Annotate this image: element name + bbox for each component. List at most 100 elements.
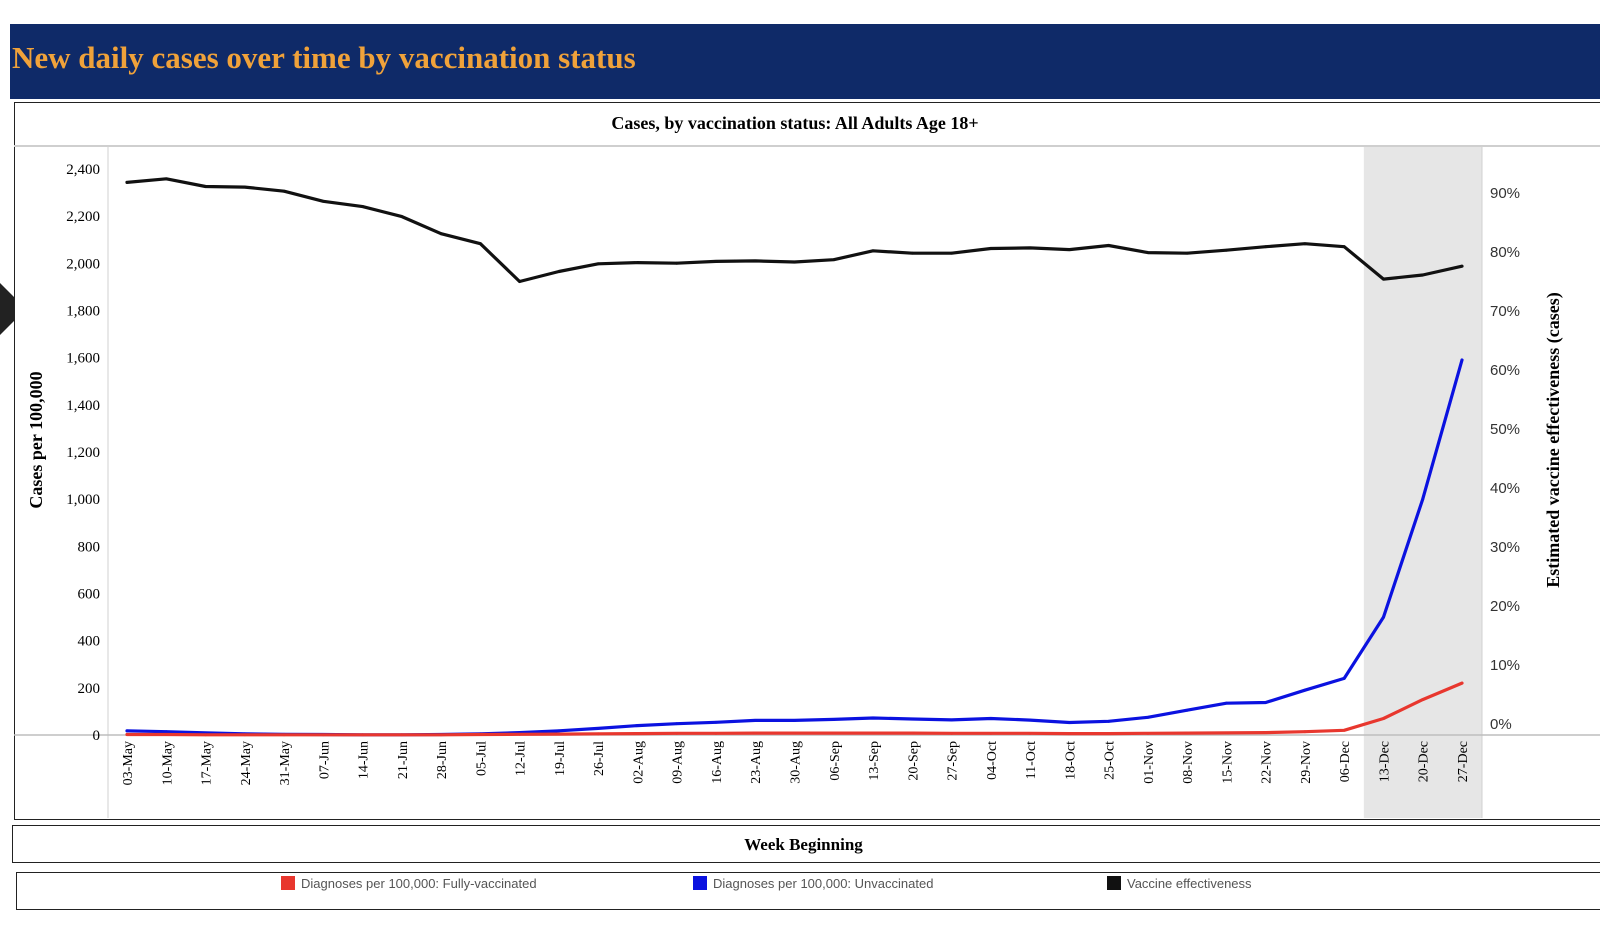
data-point: [1421, 497, 1425, 501]
y-axis-title: Cases per 100,000: [26, 371, 46, 508]
data-point: [1225, 731, 1228, 735]
data-point: [1303, 688, 1307, 692]
data-point: [1382, 717, 1385, 720]
data-point: [950, 251, 953, 255]
legend-item-unvaccinated[interactable]: Diagnoses per 100,000: Unvaccinated: [693, 876, 933, 891]
x-tick-label: 30-Aug: [789, 741, 804, 784]
data-point: [557, 729, 561, 733]
data-point: [1185, 731, 1189, 735]
x-tick-label: 20-Dec: [1417, 741, 1432, 782]
x-tick-label: 18-Oct: [1063, 741, 1078, 780]
x-tick-label: 06-Sep: [828, 741, 843, 781]
y2-tick-label: 60%: [1490, 362, 1520, 379]
data-point: [596, 262, 600, 266]
header-banner: New daily cases over time by vaccination…: [10, 24, 1600, 99]
y-tick-label: 200: [78, 681, 101, 697]
legend-swatch-black: [1107, 876, 1121, 890]
data-point: [871, 731, 875, 735]
data-point: [321, 199, 325, 203]
data-point: [125, 180, 129, 184]
x-tick-label: 08-Nov: [1181, 741, 1196, 784]
x-tick-label: 17-May: [200, 741, 215, 785]
x-tick-label: 21-Jun: [396, 741, 411, 779]
data-point: [1028, 718, 1032, 722]
data-point: [793, 718, 796, 722]
data-point: [1028, 731, 1032, 735]
x-tick-label: 07-Jun: [317, 741, 332, 779]
x-tick-label: 27-Sep: [946, 741, 961, 781]
data-point: [164, 177, 168, 181]
data-point: [1264, 701, 1268, 704]
x-tick-label: 20-Sep: [906, 741, 921, 781]
y2-tick-label: 20%: [1490, 598, 1520, 615]
series-line-vaccine-effectiveness: [125, 177, 1464, 284]
x-tick-label: 09-Aug: [671, 741, 686, 784]
data-point: [989, 717, 993, 720]
series-line-unvaccinated: [125, 358, 1464, 737]
data-point: [989, 247, 993, 250]
data-point: [282, 189, 286, 193]
data-point: [518, 280, 522, 283]
x-axis-title: Week Beginning: [744, 835, 863, 854]
data-point: [439, 232, 443, 236]
legend-item-fully-vaccinated[interactable]: Diagnoses per 100,000: Fully-vaccinated: [281, 876, 537, 891]
data-point: [1067, 248, 1071, 252]
highlight-band: [1363, 146, 1482, 818]
data-point: [636, 732, 639, 735]
y-tick-label: 400: [78, 634, 101, 650]
y2-tick-label: 10%: [1490, 657, 1520, 674]
data-point: [989, 731, 993, 735]
data-point: [910, 251, 914, 255]
data-point: [1107, 732, 1111, 735]
data-point: [557, 270, 561, 273]
data-point: [596, 726, 600, 730]
data-point: [714, 720, 718, 724]
data-point: [753, 718, 757, 722]
data-point: [1342, 245, 1346, 249]
x-tick-label: 13-Sep: [867, 741, 882, 781]
x-tick-label: 16-Aug: [710, 741, 725, 784]
data-point: [321, 733, 325, 737]
y-tick-label: 2,000: [66, 256, 100, 272]
data-point: [910, 717, 914, 721]
x-tick-label: 05-Jul: [474, 741, 489, 776]
y2-tick-label: 0%: [1490, 716, 1512, 733]
data-point: [1460, 264, 1464, 268]
data-point: [204, 733, 207, 737]
data-point: [1421, 698, 1425, 702]
data-point: [1303, 730, 1307, 734]
series-line-fully-vaccinated: [125, 681, 1464, 737]
x-tick-label: 26-Jul: [592, 741, 607, 776]
legend-swatch-blue: [693, 876, 707, 890]
data-point: [910, 731, 914, 735]
y2-tick-label: 90%: [1490, 185, 1520, 202]
data-point: [753, 259, 757, 263]
data-point: [950, 731, 953, 735]
data-point: [125, 733, 129, 736]
y-tick-label: 600: [78, 587, 101, 603]
data-point: [1460, 358, 1464, 362]
data-point: [1342, 677, 1346, 680]
x-tick-label: 04-Oct: [985, 741, 1000, 780]
data-point: [518, 732, 522, 736]
data-point: [753, 731, 757, 735]
data-point: [1185, 251, 1189, 255]
x-tick-label: 12-Jul: [514, 741, 529, 776]
y-tick-label: 1,600: [66, 351, 100, 367]
legend-item-vaccine-effectiveness[interactable]: Vaccine effectiveness: [1107, 876, 1252, 891]
x-axis-title-box: Week Beginning: [12, 825, 1600, 863]
data-point: [1303, 242, 1307, 246]
y-tick-label: 800: [78, 539, 101, 555]
x-tick-label: 13-Dec: [1377, 741, 1392, 782]
data-point: [1146, 715, 1150, 719]
data-point: [439, 733, 443, 737]
data-point: [361, 733, 364, 737]
data-point: [714, 731, 718, 735]
data-point: [478, 733, 482, 736]
data-point: [1460, 681, 1464, 685]
data-point: [636, 261, 639, 265]
data-point: [1225, 248, 1228, 252]
x-tick-label: 02-Aug: [631, 741, 646, 784]
y2-tick-label: 40%: [1490, 480, 1520, 497]
